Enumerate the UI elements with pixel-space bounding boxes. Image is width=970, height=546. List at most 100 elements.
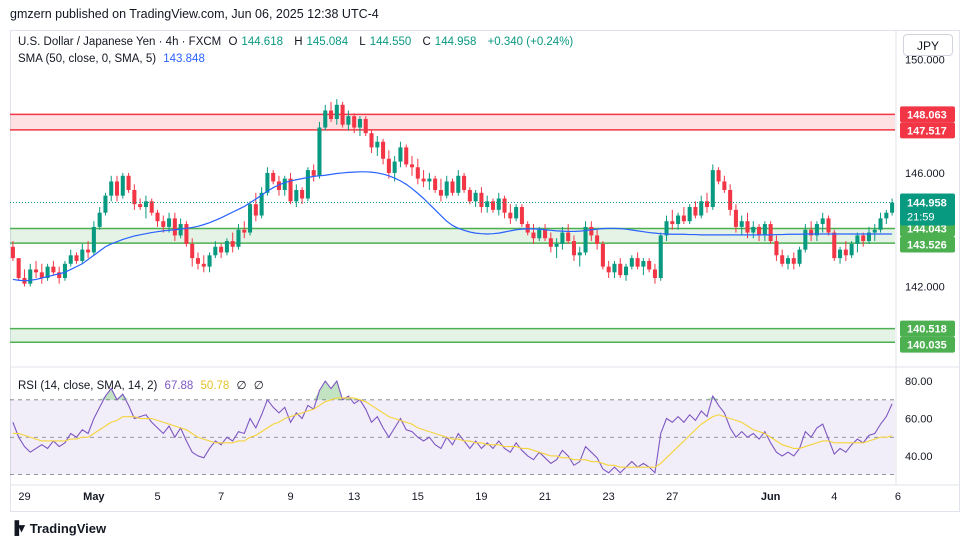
candle-body bbox=[97, 212, 102, 227]
candle-body bbox=[340, 104, 345, 125]
candle-body bbox=[386, 158, 391, 173]
candle-body bbox=[253, 204, 258, 216]
rsi-extra-value-2: ∅ bbox=[253, 380, 264, 392]
time-axis-tick-label: 7 bbox=[218, 491, 224, 503]
candle-body bbox=[739, 221, 744, 227]
candle-body bbox=[409, 164, 415, 168]
sma-label[interactable]: SMA (50, close, 0, SMA, 5) bbox=[18, 53, 157, 65]
low-label: L bbox=[359, 36, 366, 48]
candle-body bbox=[554, 243, 559, 247]
candle-body bbox=[421, 178, 426, 182]
candle-body bbox=[433, 178, 438, 190]
candle-body bbox=[34, 269, 39, 273]
time-axis-tick-label: 29 bbox=[18, 491, 30, 503]
candle-body bbox=[548, 238, 553, 247]
candle-body bbox=[866, 232, 871, 242]
rsi-extra-value-1: ∅ bbox=[236, 380, 247, 392]
candle-body bbox=[774, 241, 779, 256]
candle-body bbox=[838, 249, 843, 259]
candle-body bbox=[86, 249, 91, 253]
time-axis-tick-label: 27 bbox=[666, 491, 678, 503]
candle-body bbox=[195, 258, 201, 264]
close-value: 144.958 bbox=[434, 36, 477, 48]
candle-body bbox=[670, 221, 675, 225]
candle-body bbox=[357, 119, 362, 128]
candle-body bbox=[294, 189, 299, 202]
zone-price-label: 148.063 bbox=[907, 109, 947, 121]
candle-body bbox=[91, 226, 96, 253]
candle-body bbox=[300, 189, 305, 199]
candle-body bbox=[566, 232, 571, 242]
candle-body bbox=[438, 189, 443, 196]
candle-body bbox=[537, 229, 542, 239]
candle-body bbox=[861, 235, 866, 242]
candle-body bbox=[855, 235, 860, 244]
price-axis-tick-label: 146.000 bbox=[905, 168, 945, 180]
candle-body bbox=[872, 229, 877, 233]
candle-body bbox=[415, 167, 420, 179]
candle-body bbox=[589, 226, 594, 236]
candle-body bbox=[172, 218, 177, 236]
time-axis-tick-label: 21 bbox=[539, 491, 551, 503]
rsi-ma-line bbox=[12, 397, 893, 468]
candle-body bbox=[843, 249, 848, 256]
rsi-overbought-fill bbox=[313, 390, 320, 400]
candle-body bbox=[785, 258, 791, 264]
rsi-axis-tick-label: 60.00 bbox=[905, 414, 933, 426]
candle-body bbox=[103, 195, 108, 213]
open-value: 144.618 bbox=[241, 36, 283, 48]
zone-price-label: 140.518 bbox=[907, 324, 947, 336]
candle-body bbox=[652, 269, 657, 278]
candle-body bbox=[687, 207, 692, 222]
candle-body bbox=[265, 172, 270, 193]
rsi-overbought-fill bbox=[122, 394, 129, 400]
candle-body bbox=[213, 246, 218, 256]
candle-body bbox=[51, 266, 56, 273]
candle-body bbox=[849, 243, 854, 256]
candle-body bbox=[126, 175, 131, 190]
candle-body bbox=[710, 170, 715, 208]
zone-price-tag bbox=[900, 320, 955, 337]
rsi-line bbox=[12, 379, 893, 474]
candle-body bbox=[161, 221, 166, 227]
zone-price-label: 143.526 bbox=[907, 240, 947, 252]
open-label: O bbox=[228, 36, 238, 48]
high-label: H bbox=[294, 36, 303, 48]
rsi-label[interactable]: RSI (14, close, SMA, 14, 2) bbox=[18, 380, 158, 392]
candle-body bbox=[502, 198, 507, 213]
candle-body bbox=[450, 181, 455, 193]
zone-price-tag bbox=[900, 236, 955, 253]
price-legend: U.S. Dollar / Japanese Yen · 4h · FXCM O… bbox=[18, 36, 577, 48]
time-axis-tick-label: 13 bbox=[348, 491, 360, 503]
candle-body bbox=[114, 181, 120, 196]
candle-body bbox=[45, 266, 50, 278]
candle-body bbox=[641, 260, 646, 267]
time-axis-tick-label: 15 bbox=[412, 491, 424, 503]
bar-countdown-label: 21:59 bbox=[907, 212, 935, 224]
candle-body bbox=[230, 241, 235, 247]
candle-body bbox=[490, 201, 496, 210]
time-axis-tick-label: 5 bbox=[154, 491, 160, 503]
candle-body bbox=[363, 119, 368, 134]
chart-frame[interactable] bbox=[10, 30, 960, 512]
candle-body bbox=[832, 232, 837, 259]
candle-body bbox=[612, 263, 617, 273]
candle-body bbox=[109, 181, 114, 196]
candle-body bbox=[381, 141, 386, 159]
candle-body bbox=[334, 104, 339, 120]
rsi-overbought-fill bbox=[331, 381, 337, 400]
low-value: 144.550 bbox=[369, 36, 412, 48]
rsi-value: 67.88 bbox=[164, 380, 194, 392]
candle-body bbox=[583, 226, 588, 253]
candle-body bbox=[577, 252, 582, 256]
price-axis-tick-label: 150.000 bbox=[905, 54, 945, 66]
candle-body bbox=[519, 207, 524, 225]
symbol-title[interactable]: U.S. Dollar / Japanese Yen · 4h · FXCM bbox=[18, 36, 222, 48]
candle-body bbox=[485, 201, 490, 208]
currency-button[interactable]: JPY bbox=[903, 34, 953, 56]
candle-body bbox=[757, 226, 762, 236]
candle-body bbox=[762, 224, 767, 236]
tradingview-logo[interactable]: ▐▾ TradingView bbox=[10, 520, 106, 536]
candle-body bbox=[375, 141, 380, 148]
